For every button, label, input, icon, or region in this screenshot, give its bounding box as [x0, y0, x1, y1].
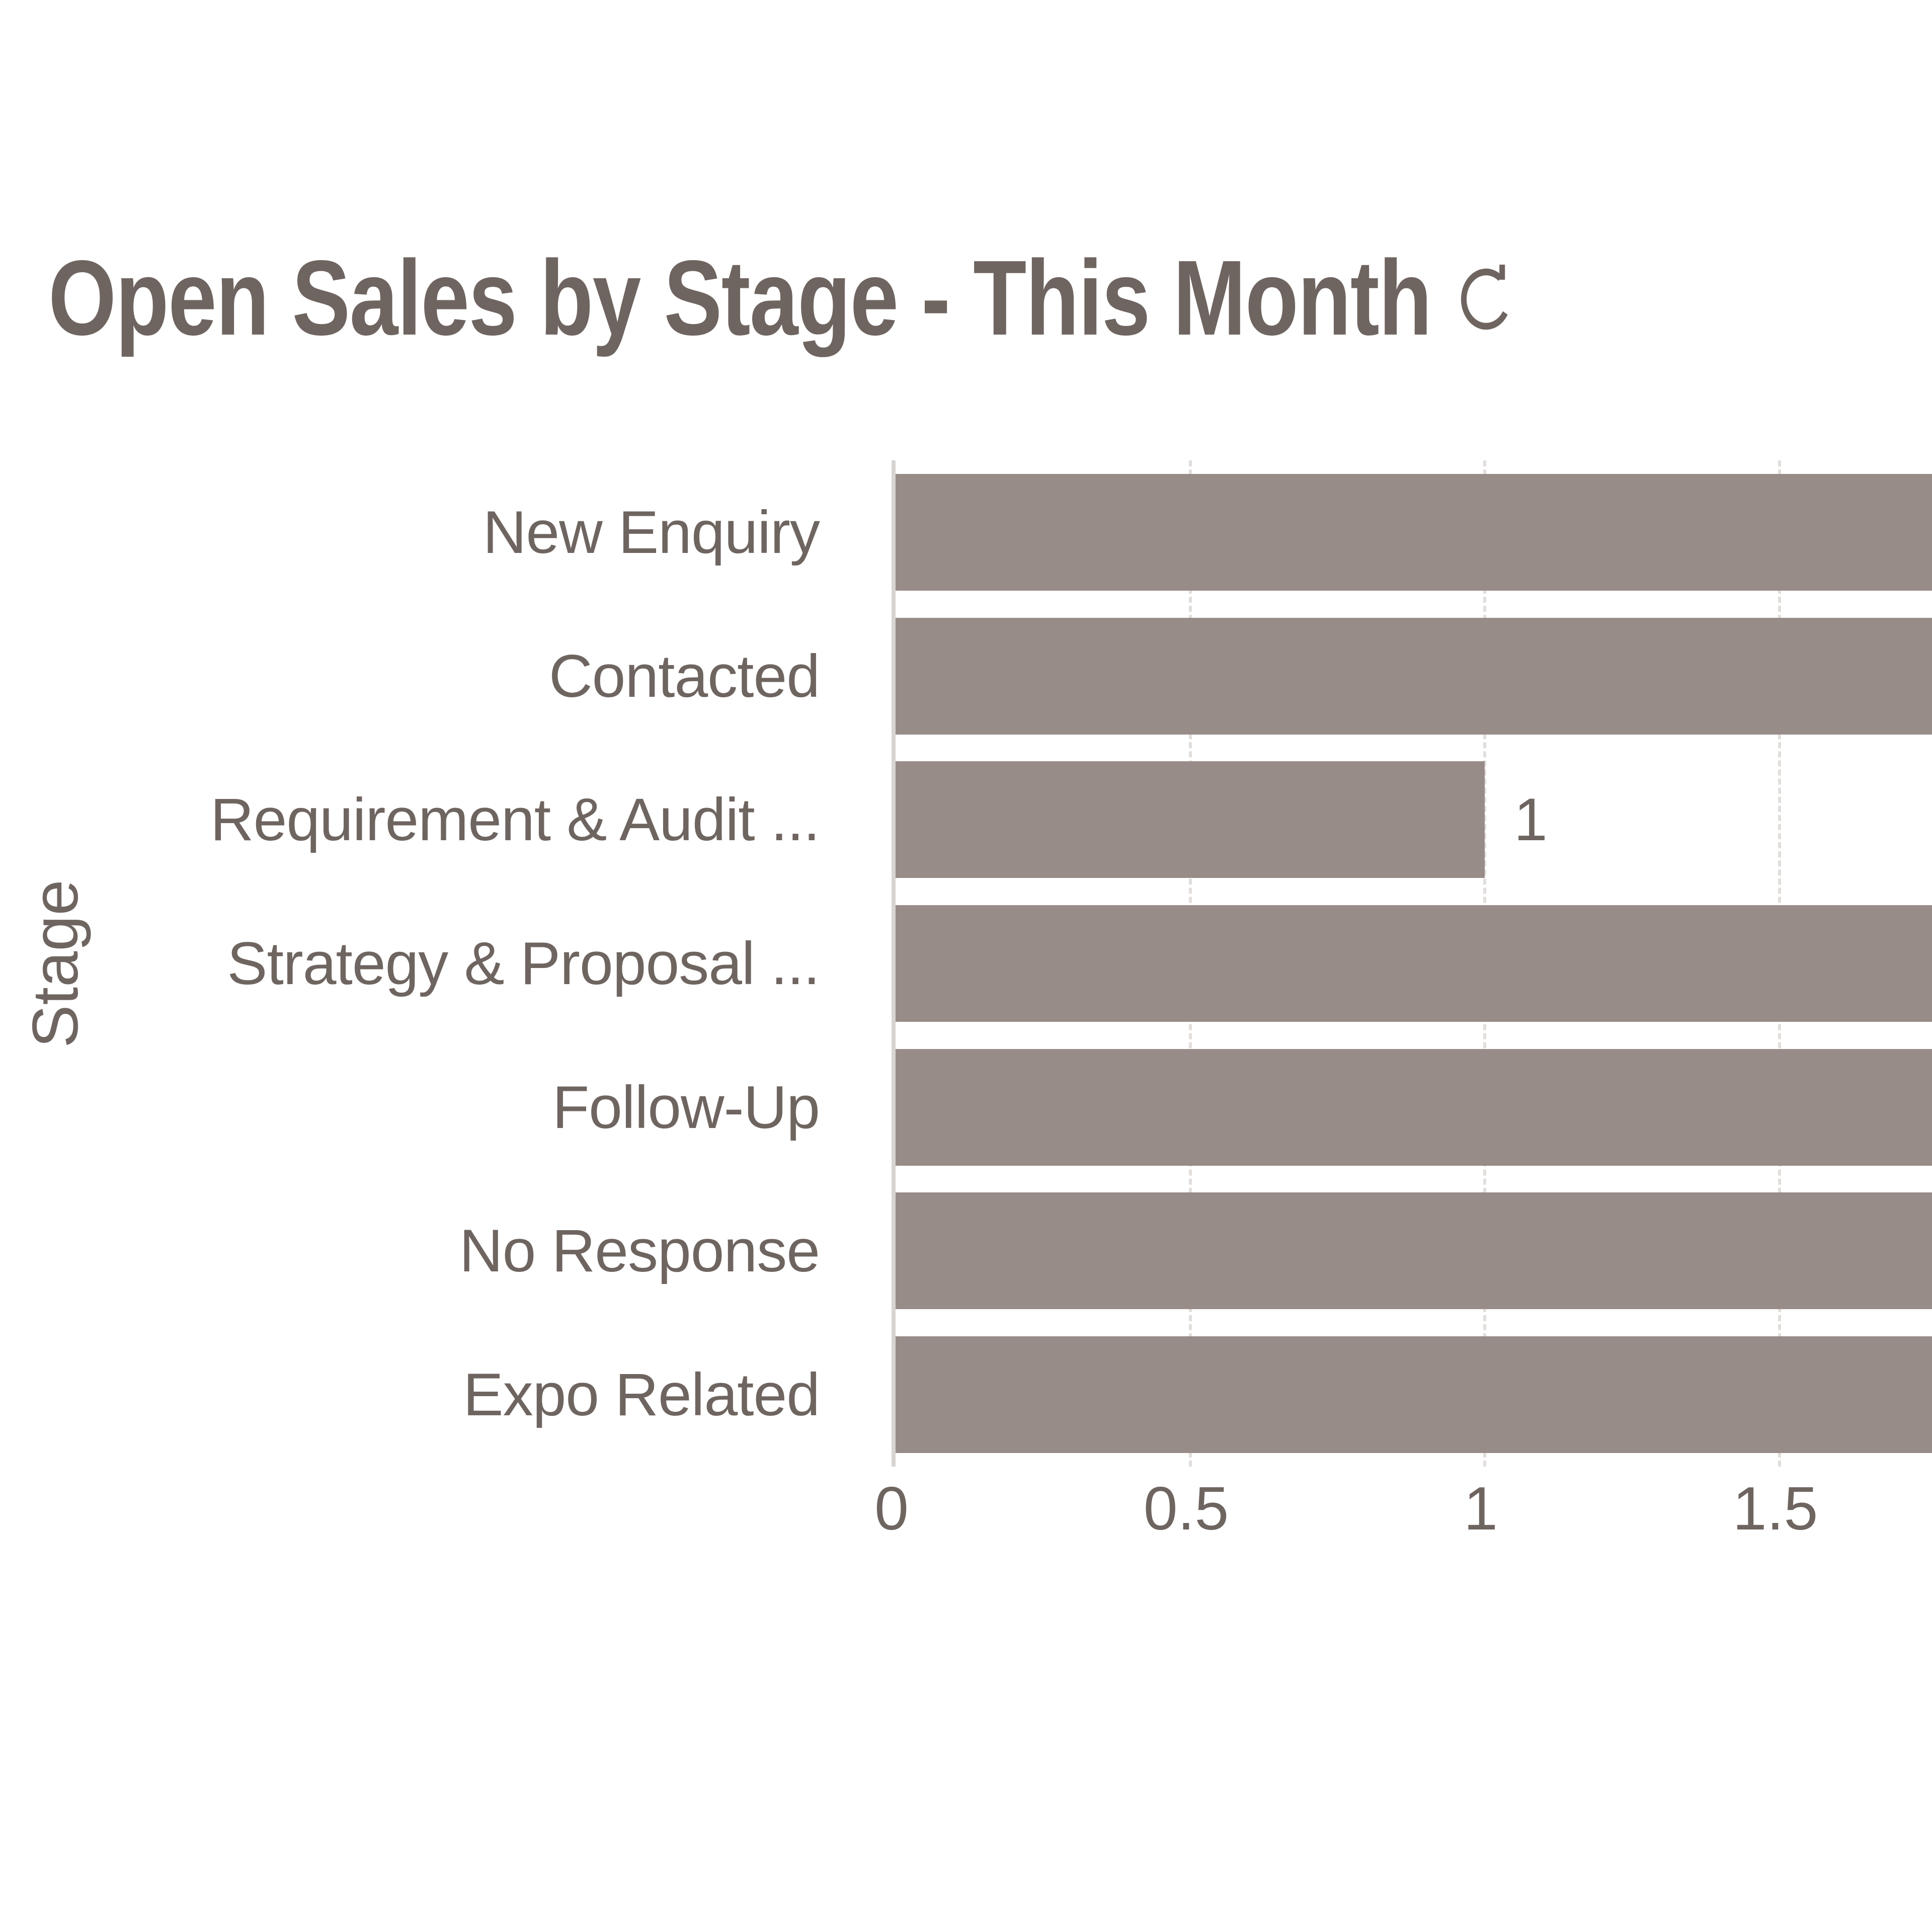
bar-row-strategy-proposal	[896, 892, 1932, 1035]
category-label-expo-related: Expo Related	[463, 1361, 820, 1429]
bar-row-contacted	[896, 604, 1932, 748]
category-label-contacted: Contacted	[548, 642, 820, 710]
bar-expo-related[interactable]	[896, 1336, 1932, 1454]
x-tick-label-1: 1	[1464, 1474, 1498, 1543]
bar-follow-up[interactable]	[896, 1049, 1932, 1166]
bar-contacted[interactable]	[896, 617, 1932, 735]
bar-row-requirement-audit: 1	[896, 748, 1932, 892]
bar-row-expo-related	[896, 1323, 1932, 1467]
x-tick-label-0.5: 0.5	[1143, 1474, 1229, 1543]
x-axis-tick-labels: 0 0.5 1 1.5	[874, 1473, 1932, 1544]
bar-row-new-enquiry	[896, 460, 1932, 604]
category-label-strategy-proposal: Strategy & Proposal ...	[227, 930, 820, 998]
bar-value-label-requirement-audit: 1	[1514, 786, 1548, 854]
bar-series: 1	[896, 460, 1932, 1467]
refresh-icon	[1455, 260, 1517, 336]
bar-requirement-audit[interactable]	[896, 761, 1485, 878]
x-tick-label-1.5: 1.5	[1732, 1474, 1818, 1543]
bar-new-enquiry[interactable]	[896, 473, 1932, 591]
category-label-no-response: No Response	[459, 1217, 820, 1285]
widget-title: Open Sales by Stage - This Month	[48, 238, 1432, 357]
refresh-button[interactable]	[1451, 255, 1521, 341]
bar-row-no-response	[896, 1179, 1932, 1323]
category-label-new-enquiry: New Enquiry	[482, 498, 820, 566]
category-axis-labels: New Enquiry Contacted Requirement & Audit …	[0, 460, 888, 1467]
bar-no-response[interactable]	[896, 1192, 1932, 1310]
category-label-follow-up: Follow-Up	[552, 1073, 820, 1141]
widget-header: Open Sales by Stage - This Month	[48, 236, 1521, 359]
plot-area: 1	[892, 460, 1932, 1467]
bar-row-follow-up	[896, 1035, 1932, 1179]
bar-strategy-proposal[interactable]	[896, 905, 1932, 1022]
x-tick-label-0: 0	[874, 1474, 909, 1543]
category-label-requirement-audit: Requirement & Audit ...	[210, 786, 820, 854]
